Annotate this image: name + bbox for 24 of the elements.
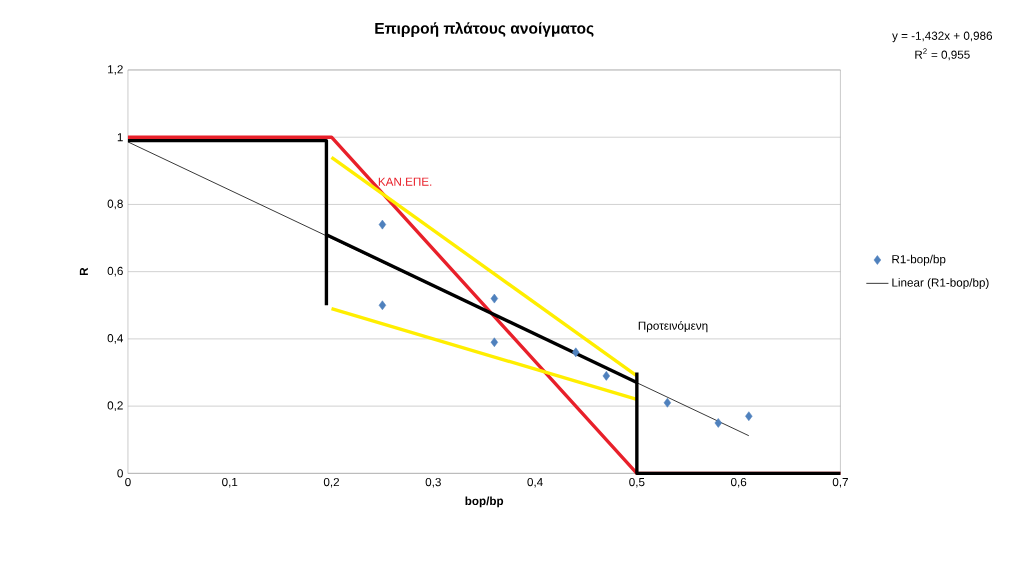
x-tick-label: 0,4	[527, 478, 543, 488]
y-tick-label: 0	[117, 469, 123, 478]
y-tick-label: 1	[117, 133, 123, 142]
x-tick-label: 0,5	[629, 478, 645, 488]
x-tick-label: 0,1	[222, 478, 238, 488]
x-tick-label: 0,6	[730, 478, 747, 488]
y-tick-label: 1,2	[108, 65, 123, 75]
x-tick-label: 0	[125, 478, 131, 487]
text: R$^{2}$ = 0,955	[915, 48, 970, 61]
y-tick-label: 0,8	[107, 199, 123, 210]
text: y = -1,432x + 0,986	[892, 31, 993, 43]
y-tick-label: 0,4	[107, 334, 124, 344]
y-axis-title: R	[79, 267, 88, 276]
chart-title: Επιρροή πλάτους ανοίγματος	[375, 22, 594, 37]
legend-label: Linear (R1-bop/bp)	[892, 278, 989, 290]
y-tick-label: 0,2	[107, 401, 123, 412]
x-tick-label: 0,2	[323, 478, 340, 488]
annotation: Προτεινόμενη	[638, 321, 708, 333]
x-tick-label: 0,3	[425, 478, 441, 488]
x-tick-label: 0,7	[832, 478, 848, 488]
y-tick-label: 0,6	[107, 266, 123, 277]
annotation: ΚΑΝ.ΕΠΕ.	[378, 177, 432, 186]
x-axis-title: bop/bp	[465, 496, 504, 508]
legend-label: R1-bop/bp	[892, 254, 946, 266]
